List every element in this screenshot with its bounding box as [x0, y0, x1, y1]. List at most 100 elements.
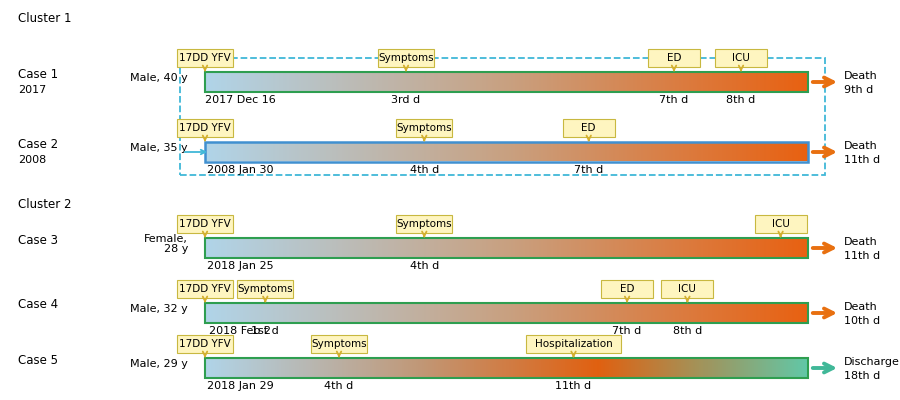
Bar [481, 239, 482, 257]
Bar [663, 239, 665, 257]
Bar [326, 359, 328, 377]
Bar [334, 359, 336, 377]
Bar [691, 359, 693, 377]
Bar [486, 73, 489, 91]
Bar [479, 143, 481, 161]
Bar [709, 73, 712, 91]
Bar [662, 280, 714, 298]
Bar [396, 119, 453, 137]
Bar [649, 304, 652, 322]
Bar [266, 143, 267, 161]
Bar [717, 304, 720, 322]
Bar [321, 239, 324, 257]
Bar [572, 359, 575, 377]
Bar [517, 359, 518, 377]
Bar [223, 304, 225, 322]
Bar [615, 359, 617, 377]
Bar [774, 73, 776, 91]
Bar [329, 143, 331, 161]
Bar [725, 73, 727, 91]
Bar [790, 73, 792, 91]
Bar [452, 359, 454, 377]
Bar [707, 359, 709, 377]
Bar [310, 359, 311, 377]
Bar [230, 239, 231, 257]
Bar [806, 73, 808, 91]
Bar [761, 359, 764, 377]
Bar [670, 143, 671, 161]
Bar [491, 143, 492, 161]
Bar [772, 73, 774, 91]
Bar [339, 359, 342, 377]
Bar [233, 304, 235, 322]
Bar [533, 239, 535, 257]
Bar [382, 359, 384, 377]
Bar [217, 239, 219, 257]
Bar [380, 73, 382, 91]
Bar [285, 239, 287, 257]
Bar [746, 239, 748, 257]
Bar [456, 143, 458, 161]
Bar [526, 335, 621, 353]
Bar [428, 143, 430, 161]
Bar [249, 239, 251, 257]
Bar [645, 304, 647, 322]
Bar [298, 143, 300, 161]
Bar [354, 73, 356, 91]
Bar [698, 304, 699, 322]
Bar [740, 73, 742, 91]
Bar [619, 73, 621, 91]
Bar [227, 359, 230, 377]
Bar [699, 143, 701, 161]
Bar [565, 73, 567, 91]
Bar [245, 359, 248, 377]
Bar [368, 304, 370, 322]
Bar [424, 143, 426, 161]
Bar [418, 143, 420, 161]
Bar [256, 304, 257, 322]
Bar [572, 73, 575, 91]
Bar [637, 73, 639, 91]
Bar [207, 304, 209, 322]
Bar [481, 143, 482, 161]
Bar [458, 304, 460, 322]
Bar [788, 73, 790, 91]
Bar [579, 143, 580, 161]
Bar [264, 143, 266, 161]
Bar [284, 143, 285, 161]
Bar [259, 143, 261, 161]
Bar [466, 143, 468, 161]
Bar [482, 73, 484, 91]
Bar [523, 143, 525, 161]
Bar [720, 73, 722, 91]
Text: 4th d: 4th d [410, 261, 439, 271]
Bar [448, 304, 450, 322]
Text: Case 5: Case 5 [18, 354, 58, 366]
Bar [691, 304, 693, 322]
Bar [641, 143, 644, 161]
Bar [432, 359, 434, 377]
Bar [535, 73, 536, 91]
Bar [724, 143, 725, 161]
Bar [338, 73, 339, 91]
Bar [535, 143, 536, 161]
Bar [424, 359, 426, 377]
Bar [722, 143, 724, 161]
Bar [494, 143, 497, 161]
Bar [761, 304, 764, 322]
Bar [758, 239, 760, 257]
Bar [177, 119, 233, 137]
Bar [205, 303, 808, 323]
Bar [251, 359, 253, 377]
Bar [374, 73, 376, 91]
Bar [300, 304, 302, 322]
Bar [626, 304, 627, 322]
Bar [372, 143, 374, 161]
Bar [515, 239, 517, 257]
Bar [722, 359, 724, 377]
Bar [653, 73, 655, 91]
Bar [802, 304, 804, 322]
Bar [678, 143, 680, 161]
Bar [580, 304, 583, 322]
Bar [356, 304, 358, 322]
